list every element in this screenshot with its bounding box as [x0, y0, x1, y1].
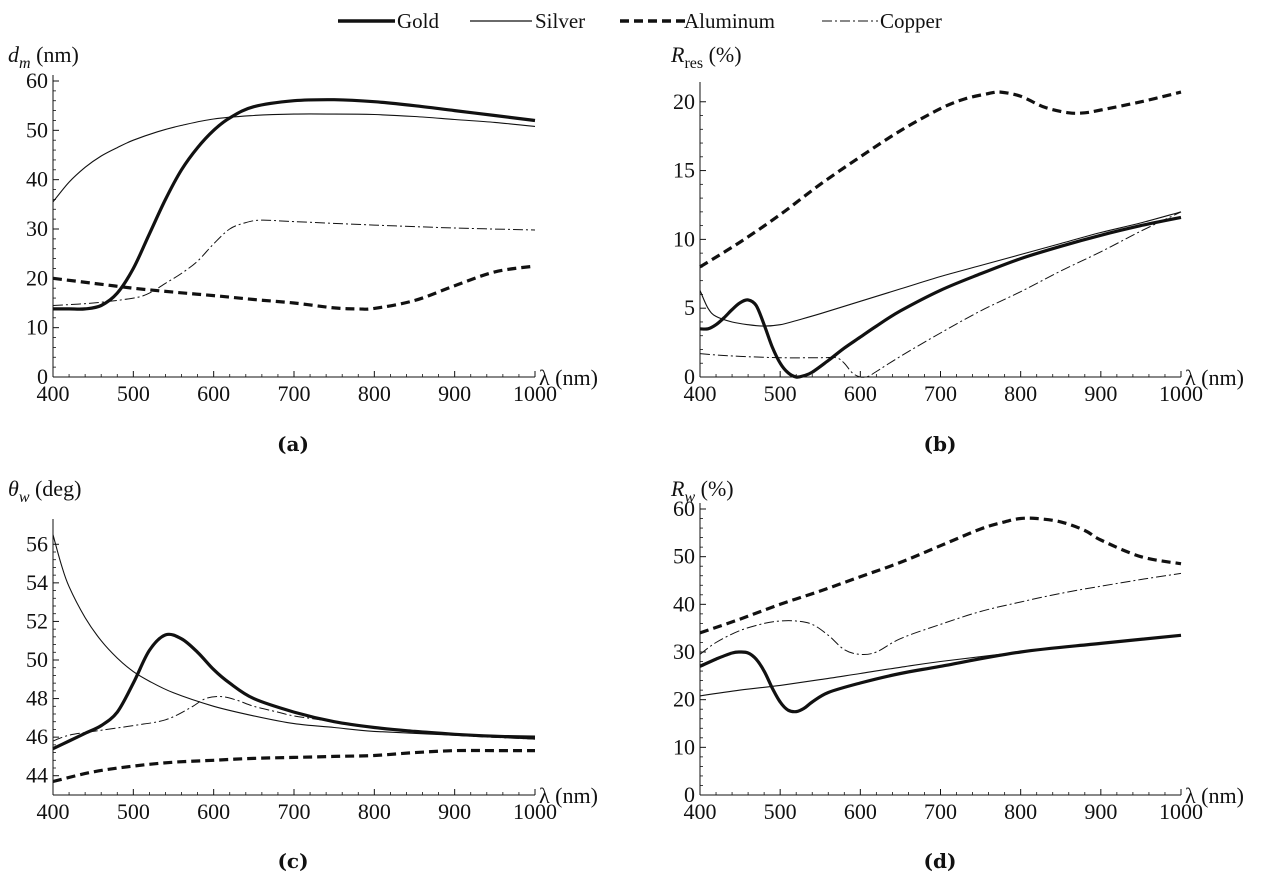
y-tick-label: 0	[37, 364, 48, 389]
series-line-aluminum	[699, 90, 1182, 269]
panel-caption: (a)	[277, 432, 309, 456]
x-tick-label: 700	[278, 799, 311, 824]
y-axis-label: Rres (%)	[670, 42, 742, 72]
chart-panel-1: 400 500 600 700 800 900 1000 0 5 10 15 20 λ (nm) Rres…	[670, 42, 1244, 456]
x-tick-label: 400	[684, 799, 717, 824]
chart-panel-0: 400 500 600 700 800 900 1000 0 10 20 30 40 50 60 λ (nm…	[8, 42, 598, 456]
y-tick-label: 56	[26, 531, 48, 556]
y-tick-label: 60	[26, 68, 48, 93]
x-tick-label: 400	[684, 381, 717, 406]
x-tick-label: 800	[358, 381, 391, 406]
y-tick-label: 40	[673, 591, 695, 616]
y-tick-label: 5	[684, 295, 695, 320]
legend-label-silver: Silver	[535, 9, 585, 33]
y-tick-label: 15	[673, 158, 695, 183]
y-tick-label: 52	[26, 608, 48, 633]
panel-caption: (b)	[924, 432, 957, 456]
x-tick-label: 700	[924, 799, 957, 824]
x-axis-label: λ (nm)	[539, 783, 598, 808]
y-tick-label: 20	[26, 265, 48, 290]
x-axis-label: λ (nm)	[1185, 783, 1244, 808]
y-axis-label: θw (deg)	[8, 476, 81, 506]
series-line-gold	[52, 632, 536, 751]
series-line-aluminum	[52, 264, 536, 311]
x-tick-label: 1000	[1159, 799, 1203, 824]
x-tick-label: 400	[37, 799, 70, 824]
series-line-aluminum	[52, 748, 535, 784]
x-tick-label: 400	[37, 381, 70, 406]
x-axis-label: λ (nm)	[539, 365, 598, 390]
y-tick-label: 50	[26, 647, 48, 672]
x-tick-label: 600	[197, 381, 230, 406]
x-tick-label: 900	[1084, 799, 1117, 824]
x-tick-label: 900	[438, 799, 471, 824]
y-tick-label: 60	[673, 496, 695, 521]
y-tick-label: 10	[26, 315, 48, 340]
series-line-copper	[52, 696, 536, 742]
series-line-silver	[52, 113, 536, 203]
y-tick-label: 10	[673, 226, 695, 251]
y-tick-label: 54	[26, 570, 48, 595]
series-line-silver	[699, 211, 1182, 327]
legend-label-aluminum: Aluminum	[684, 9, 775, 33]
series-line-aluminum	[699, 516, 1182, 635]
panel-caption: (c)	[277, 849, 308, 873]
x-axis-label: λ (nm)	[1185, 365, 1244, 390]
x-tick-label: 1000	[513, 381, 557, 406]
x-tick-label: 700	[924, 381, 957, 406]
legend: Gold Silver Aluminum Copper	[338, 9, 942, 33]
y-tick-label: 48	[26, 686, 48, 711]
y-tick-label: 44	[26, 763, 48, 788]
y-tick-label: 20	[673, 687, 695, 712]
x-tick-label: 800	[1004, 381, 1037, 406]
x-tick-label: 500	[764, 381, 797, 406]
y-tick-label: 40	[26, 167, 48, 192]
x-tick-label: 500	[117, 799, 150, 824]
x-tick-label: 800	[1004, 799, 1037, 824]
x-tick-label: 500	[764, 799, 797, 824]
x-tick-label: 600	[844, 799, 877, 824]
y-tick-label: 0	[684, 364, 695, 389]
y-tick-label: 10	[673, 734, 695, 759]
series-line-silver	[52, 534, 536, 740]
chart-panel-2: 400 500 600 700 800 900 1000 44 46 48 50 52 54 56 λ (n…	[8, 476, 598, 873]
series-line-gold	[699, 633, 1182, 714]
x-tick-label: 900	[1084, 381, 1117, 406]
legend-label-gold: Gold	[397, 9, 440, 33]
y-tick-label: 50	[673, 544, 695, 569]
y-tick-label: 0	[684, 782, 695, 807]
y-axis-label: Rw (%)	[670, 476, 734, 506]
y-tick-label: 30	[26, 216, 48, 241]
series-line-copper	[52, 219, 536, 306]
legend-label-copper: Copper	[880, 9, 942, 33]
x-tick-label: 1000	[1159, 381, 1203, 406]
x-tick-label: 700	[278, 381, 311, 406]
chart-panel-3: 400 500 600 700 800 900 1000 0 10 20 30 40 50 60 λ (nm…	[670, 476, 1244, 873]
x-tick-label: 500	[117, 381, 150, 406]
y-tick-label: 46	[26, 724, 48, 749]
series-line-silver	[699, 634, 1182, 697]
series-line-gold	[53, 98, 536, 311]
y-axis-label: dm (nm)	[8, 42, 79, 72]
y-tick-label: 50	[26, 117, 48, 142]
y-tick-label: 30	[673, 639, 695, 664]
series-line-copper	[699, 211, 1182, 378]
x-tick-label: 1000	[513, 799, 557, 824]
x-tick-label: 900	[438, 381, 471, 406]
x-tick-label: 600	[844, 381, 877, 406]
series-line-gold	[699, 215, 1182, 379]
x-tick-label: 600	[197, 799, 230, 824]
y-tick-label: 20	[673, 89, 695, 114]
x-tick-label: 800	[358, 799, 391, 824]
panel-caption: (d)	[924, 849, 957, 873]
